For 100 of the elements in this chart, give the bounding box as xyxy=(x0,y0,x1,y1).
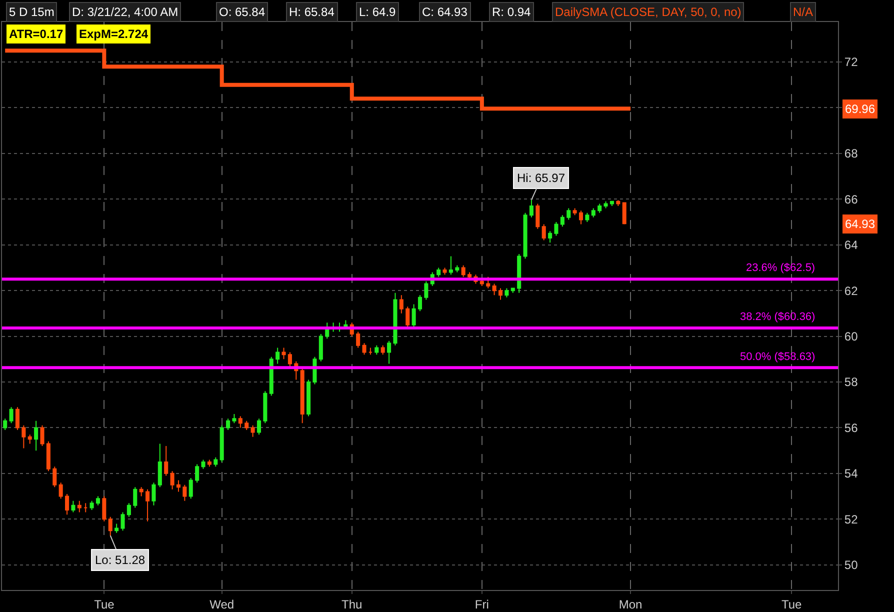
candlestick xyxy=(152,482,156,506)
candlestick xyxy=(77,500,82,513)
candlestick xyxy=(46,440,50,472)
candlestick xyxy=(58,482,63,500)
y-tick-label: 56 xyxy=(844,420,858,435)
y-tick-label: 60 xyxy=(844,329,858,344)
candlestick xyxy=(356,331,360,348)
candlestick xyxy=(65,494,70,516)
candlestick xyxy=(412,304,416,328)
y-tick-label: 50 xyxy=(844,558,858,572)
x-tick-label: Fri xyxy=(474,597,489,612)
candlestick xyxy=(318,334,323,362)
candlestick xyxy=(71,500,76,513)
candlestick xyxy=(492,283,496,296)
ref-line-label: 23.6% ($62.5) xyxy=(746,262,816,274)
annotation: ATR=0.17 xyxy=(9,27,64,41)
x-tick-label: Wed xyxy=(210,597,234,612)
y-tick-label: 72 xyxy=(844,55,858,70)
candlestick xyxy=(374,344,379,356)
candlestick xyxy=(468,272,472,280)
y-tick-label: 64 xyxy=(844,238,858,252)
candlestick xyxy=(554,222,558,236)
candlestick xyxy=(517,254,522,294)
annotation: Hi: 65.97 xyxy=(517,171,566,185)
candlestick xyxy=(158,443,162,488)
text: C: 64.93 xyxy=(422,5,468,19)
candlestick xyxy=(591,208,596,218)
text: 69.96 xyxy=(845,102,876,116)
candlestick xyxy=(362,342,366,356)
candlestick xyxy=(510,288,515,294)
candlestick xyxy=(504,288,509,298)
annotation: Lo: 51.28 xyxy=(95,553,146,567)
candlestick xyxy=(195,464,200,484)
candlestick xyxy=(176,480,181,492)
candlestick xyxy=(15,406,20,430)
candlestick xyxy=(269,356,274,396)
candlestick xyxy=(250,424,255,438)
candlestick xyxy=(498,288,503,300)
candlestick xyxy=(418,294,422,312)
candlestick xyxy=(436,267,441,278)
text: O: 65.84 xyxy=(219,5,266,19)
candlestick xyxy=(480,278,484,286)
text: R: 0.94 xyxy=(492,5,532,19)
candlestick xyxy=(90,500,94,510)
candlestick xyxy=(406,306,410,328)
candlestick xyxy=(9,406,14,424)
candlestick xyxy=(170,470,174,490)
candlestick xyxy=(424,280,428,300)
text: L: 64.9 xyxy=(359,5,396,19)
candlestick xyxy=(126,502,131,518)
y-tick-label: 68 xyxy=(844,146,858,161)
annotation: ExpM=2.724 xyxy=(79,27,148,41)
text: 64.93 xyxy=(845,217,876,231)
candlestick xyxy=(214,456,218,468)
candlestick xyxy=(3,418,8,430)
candlestick xyxy=(368,347,372,356)
candlestick xyxy=(616,200,620,206)
text: H: 65.84 xyxy=(289,5,335,19)
candlestick xyxy=(566,208,571,220)
text: 5 D 15m xyxy=(9,5,54,19)
candlestick xyxy=(542,224,546,241)
candlestick xyxy=(201,459,206,470)
candlestick xyxy=(232,414,236,424)
candlestick xyxy=(604,200,608,209)
candlestick xyxy=(22,424,26,449)
candlestick xyxy=(536,203,540,230)
candlestick xyxy=(182,484,187,502)
candlestick xyxy=(578,210,584,225)
candlestick xyxy=(52,466,57,488)
candlestick xyxy=(282,347,286,360)
candlestick xyxy=(40,424,44,446)
candlestick xyxy=(399,294,404,314)
candlestick xyxy=(455,264,460,273)
candlestick xyxy=(442,267,447,276)
x-tick-label: Tue xyxy=(781,597,802,612)
candlestick xyxy=(96,496,100,506)
y-tick-label: 58 xyxy=(844,375,858,390)
candlestick xyxy=(34,420,38,452)
candlestick xyxy=(288,352,292,369)
text: N/A xyxy=(793,5,814,19)
candlestick xyxy=(448,256,453,276)
candlestick xyxy=(306,379,311,417)
candlestick xyxy=(461,264,466,278)
candlestick xyxy=(207,459,212,468)
candlestick xyxy=(387,340,392,364)
candlestick xyxy=(622,202,626,225)
candlestick xyxy=(300,368,304,424)
text: D: 3/21/22, 4:00 AM xyxy=(72,5,178,19)
candlestick xyxy=(238,416,242,428)
candlestick xyxy=(164,446,168,476)
candlestick xyxy=(84,502,88,513)
y-tick-label: 66 xyxy=(844,192,858,206)
candlestick xyxy=(610,200,614,206)
candlestick xyxy=(393,292,398,346)
candlestick xyxy=(120,512,125,532)
candlestick xyxy=(529,199,534,218)
candlestick xyxy=(572,208,577,216)
candlestick xyxy=(244,420,249,430)
x-tick-label: Thu xyxy=(342,597,362,612)
candlestick xyxy=(220,424,224,462)
